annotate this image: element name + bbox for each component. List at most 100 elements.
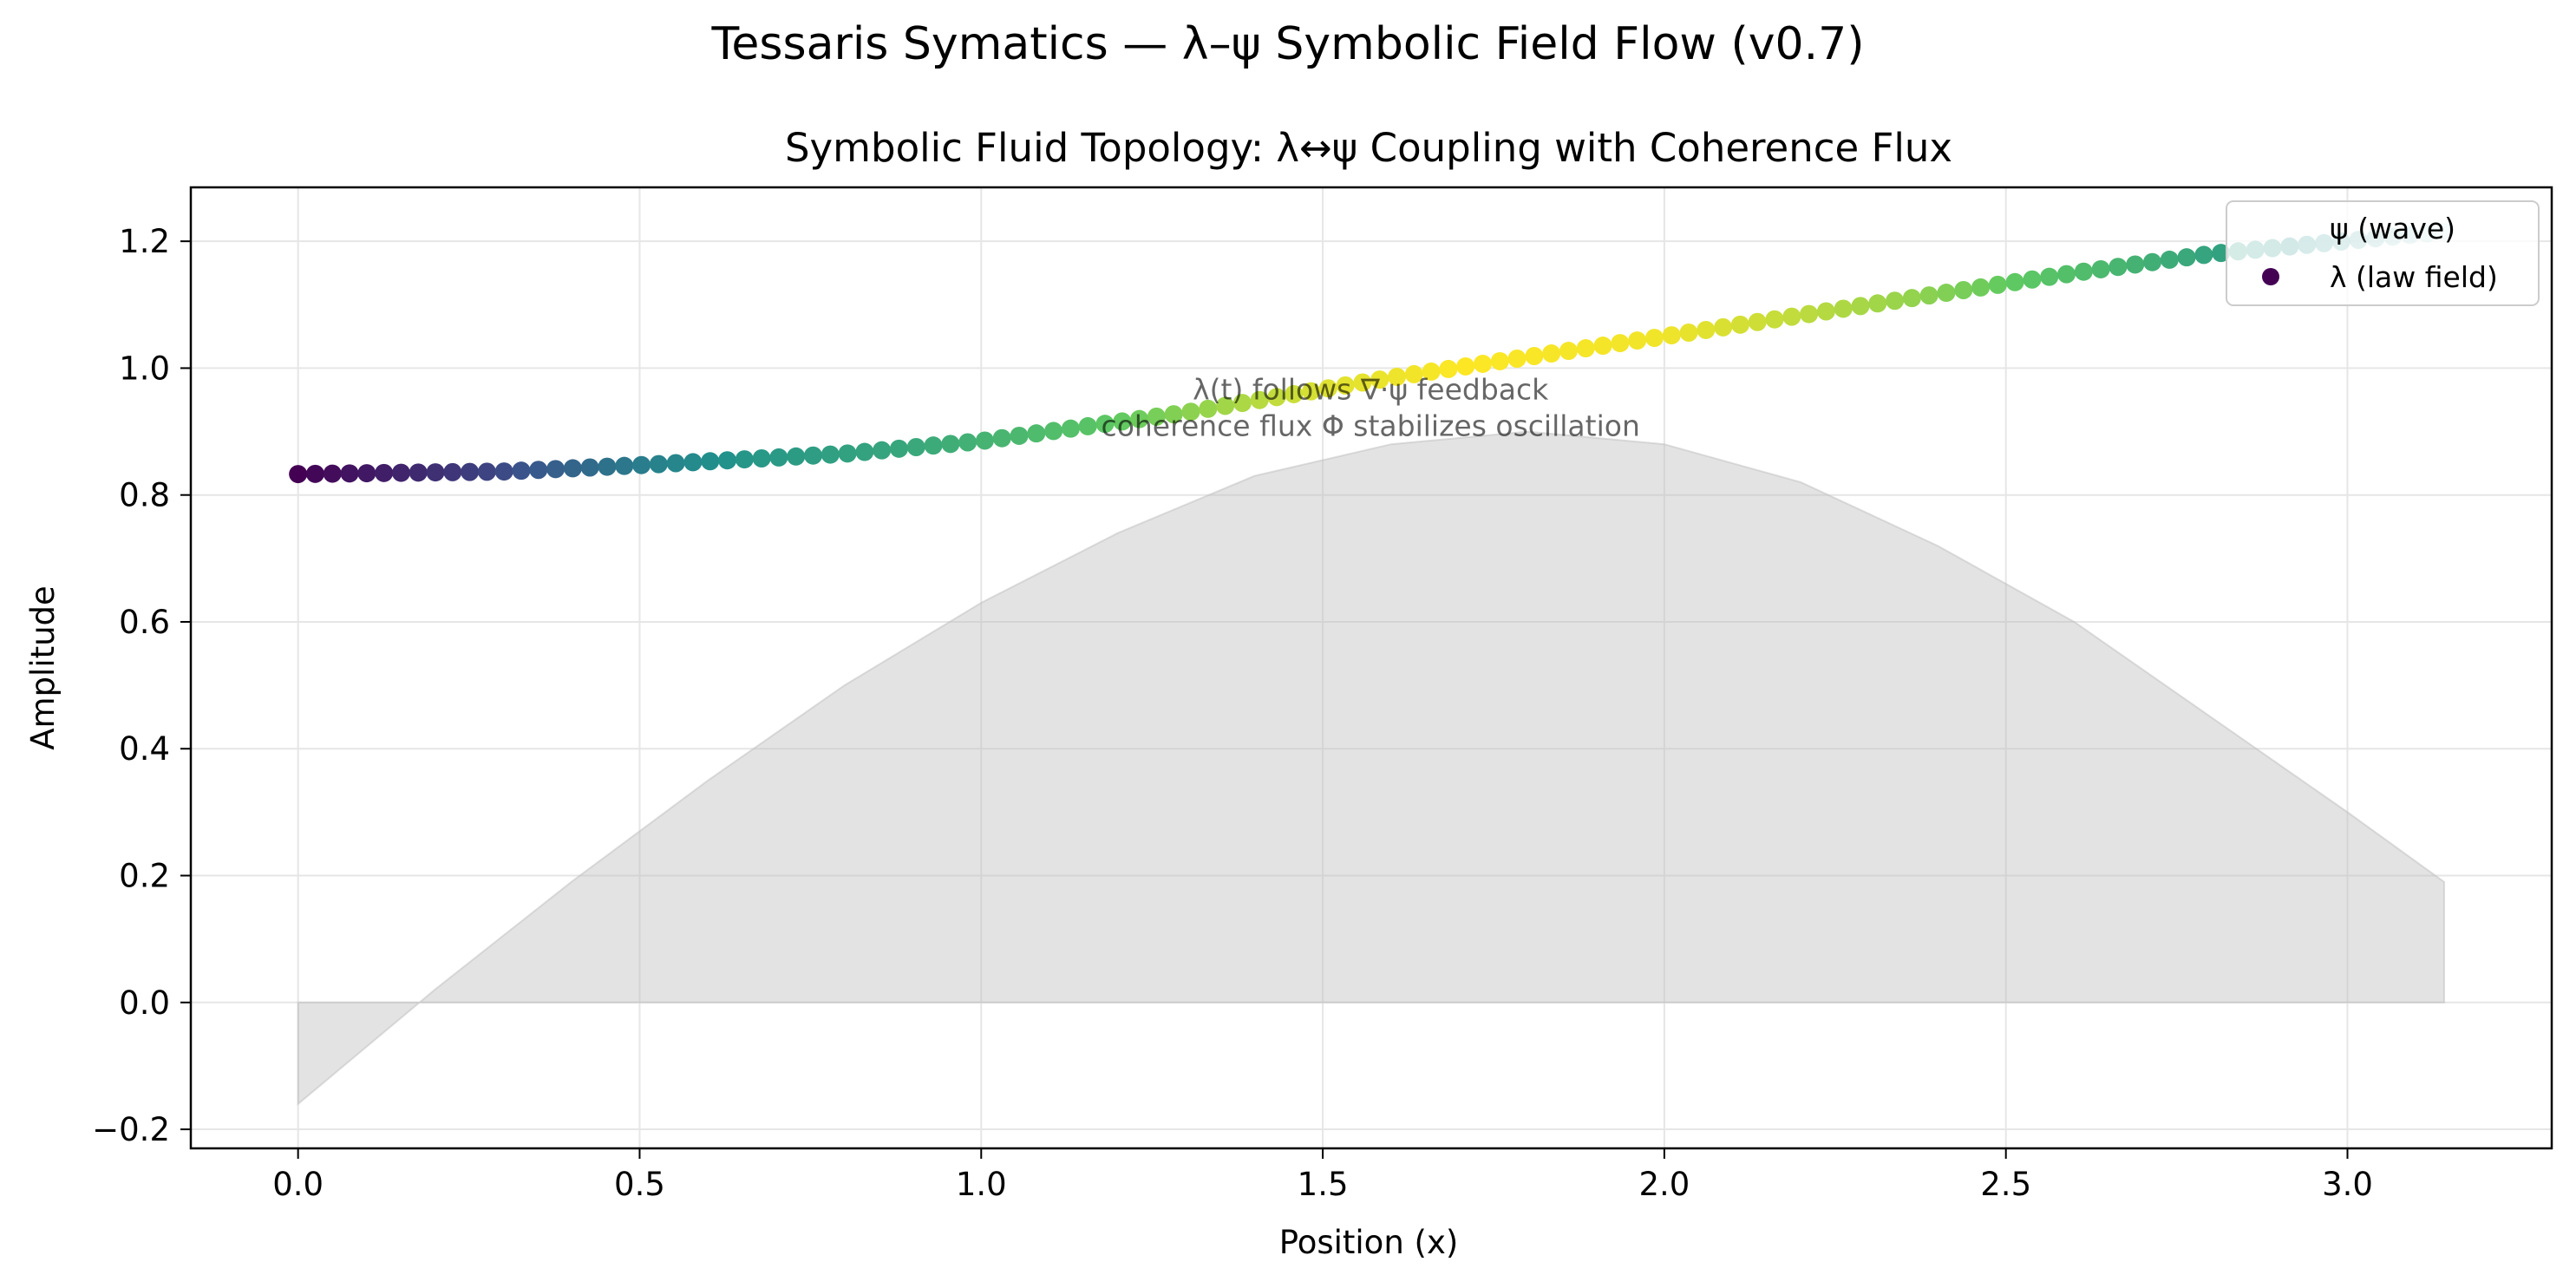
lambda-point — [1027, 424, 1046, 443]
y-tick-label: −0.2 — [92, 1111, 170, 1148]
lambda-point — [2023, 270, 2042, 289]
lambda-point — [1388, 367, 1407, 386]
y-tick-label: 1.2 — [119, 223, 170, 260]
lambda-point — [1164, 405, 1183, 424]
annotation-line: λ(t) follows ∇·ψ feedback — [1193, 372, 1549, 406]
lambda-point — [752, 448, 771, 467]
lambda-point — [1662, 326, 1681, 345]
lambda-point — [975, 431, 994, 450]
lambda-point — [305, 464, 324, 483]
lambda-point — [1490, 351, 1509, 370]
plot-title: Symbolic Fluid Topology: λ↔ψ Coupling wi… — [785, 125, 1952, 171]
lambda-point — [1919, 286, 1939, 305]
lambda-point — [1628, 331, 1647, 350]
y-tick-label: 0.8 — [119, 477, 170, 514]
lambda-point — [1044, 422, 1063, 441]
lambda-point — [735, 450, 754, 469]
lambda-point — [546, 460, 566, 479]
lambda-point — [1730, 315, 1749, 334]
lambda-point — [683, 453, 703, 472]
x-tick-label: 0.0 — [272, 1166, 324, 1203]
x-tick-label: 1.0 — [956, 1166, 1007, 1203]
lambda-point — [1336, 376, 1355, 395]
lambda-point — [855, 442, 874, 461]
lambda-point — [1644, 329, 1664, 348]
y-tick-label: 0.0 — [119, 984, 170, 1022]
lambda-point — [1954, 280, 1973, 299]
lambda-point — [992, 428, 1011, 448]
lambda-point — [529, 461, 548, 480]
lambda-point — [1507, 349, 1527, 368]
legend: ψ (wave) λ (law field) — [2226, 200, 2540, 306]
lambda-point — [477, 462, 496, 481]
lambda-point — [1679, 324, 1698, 343]
lambda-point — [2040, 267, 2059, 286]
lambda-point — [580, 458, 599, 477]
lambda-point — [632, 455, 651, 474]
lambda-point — [1095, 415, 1115, 434]
lambda-point — [2143, 252, 2162, 271]
legend-psi-patch — [2248, 219, 2297, 236]
lambda-point — [1010, 426, 1029, 445]
lambda-point — [1439, 359, 1458, 378]
x-axis-label: Position (x) — [1279, 1224, 1459, 1261]
lambda-point — [1593, 337, 1612, 356]
lambda-point — [1456, 356, 1475, 376]
lambda-point — [1937, 284, 1956, 303]
lambda-point — [1181, 402, 1200, 422]
plot-frame — [189, 186, 2553, 1150]
lambda-point — [2057, 265, 2076, 284]
lambda-point — [1765, 310, 1784, 329]
lambda-point — [1113, 412, 1132, 431]
lambda-point — [649, 454, 668, 474]
lambda-point — [1576, 339, 1595, 358]
lambda-point — [1902, 289, 1921, 308]
lambda-point — [2212, 244, 2231, 263]
lambda-point — [2109, 258, 2128, 277]
lambda-point — [1078, 416, 1097, 435]
lambda-point — [1542, 344, 1561, 363]
lambda-point — [889, 439, 908, 458]
lambda-point — [1834, 299, 1853, 318]
lambda-point — [666, 454, 685, 473]
lambda-point — [1868, 294, 1887, 313]
lambda-point — [1130, 409, 1149, 428]
lambda-point — [924, 436, 943, 455]
lambda-point — [1748, 312, 1767, 331]
psi-area-layer — [297, 430, 2446, 1106]
lambda-point — [1216, 396, 1235, 415]
lambda-point — [391, 463, 410, 482]
lambda-point — [787, 447, 806, 466]
lambda-point — [409, 463, 428, 482]
lambda-point — [1971, 278, 1991, 297]
lambda-point — [804, 446, 823, 465]
legend-psi-label: ψ (wave) — [2330, 212, 2455, 245]
lambda-point — [821, 445, 840, 464]
annotation-line: coherence flux Φ stabilizes oscillation — [1102, 409, 1640, 442]
lambda-point — [1404, 364, 1423, 383]
lambda-point — [2177, 248, 2196, 267]
lambda-point — [873, 441, 892, 460]
lambda-point — [494, 462, 513, 481]
lambda-point — [1285, 384, 1304, 403]
lambda-point — [1800, 304, 1819, 324]
lambda-point — [769, 448, 788, 467]
lambda-point — [1474, 354, 1493, 373]
lambda-point — [1061, 419, 1080, 438]
x-tick-label: 3.0 — [2322, 1166, 2373, 1203]
y-tick-label: 0.2 — [119, 858, 170, 895]
lambda-point — [1318, 379, 1337, 398]
lambda-point — [1370, 370, 1389, 389]
x-axis-ticks: 0.0 0.5 1.0 1.5 2.0 2.5 3.0 — [272, 1148, 2373, 1203]
lambda-point — [2091, 259, 2110, 278]
lambda-point — [2005, 272, 2024, 291]
lambda-point — [941, 435, 960, 454]
lambda-point — [958, 433, 977, 452]
y-tick-label: 0.4 — [119, 730, 170, 768]
lambda-point — [615, 456, 634, 475]
lambda-point — [323, 464, 342, 483]
lambda-point — [426, 463, 445, 482]
lambda-point — [1525, 347, 1544, 366]
x-tick-label: 2.0 — [1638, 1166, 1690, 1203]
